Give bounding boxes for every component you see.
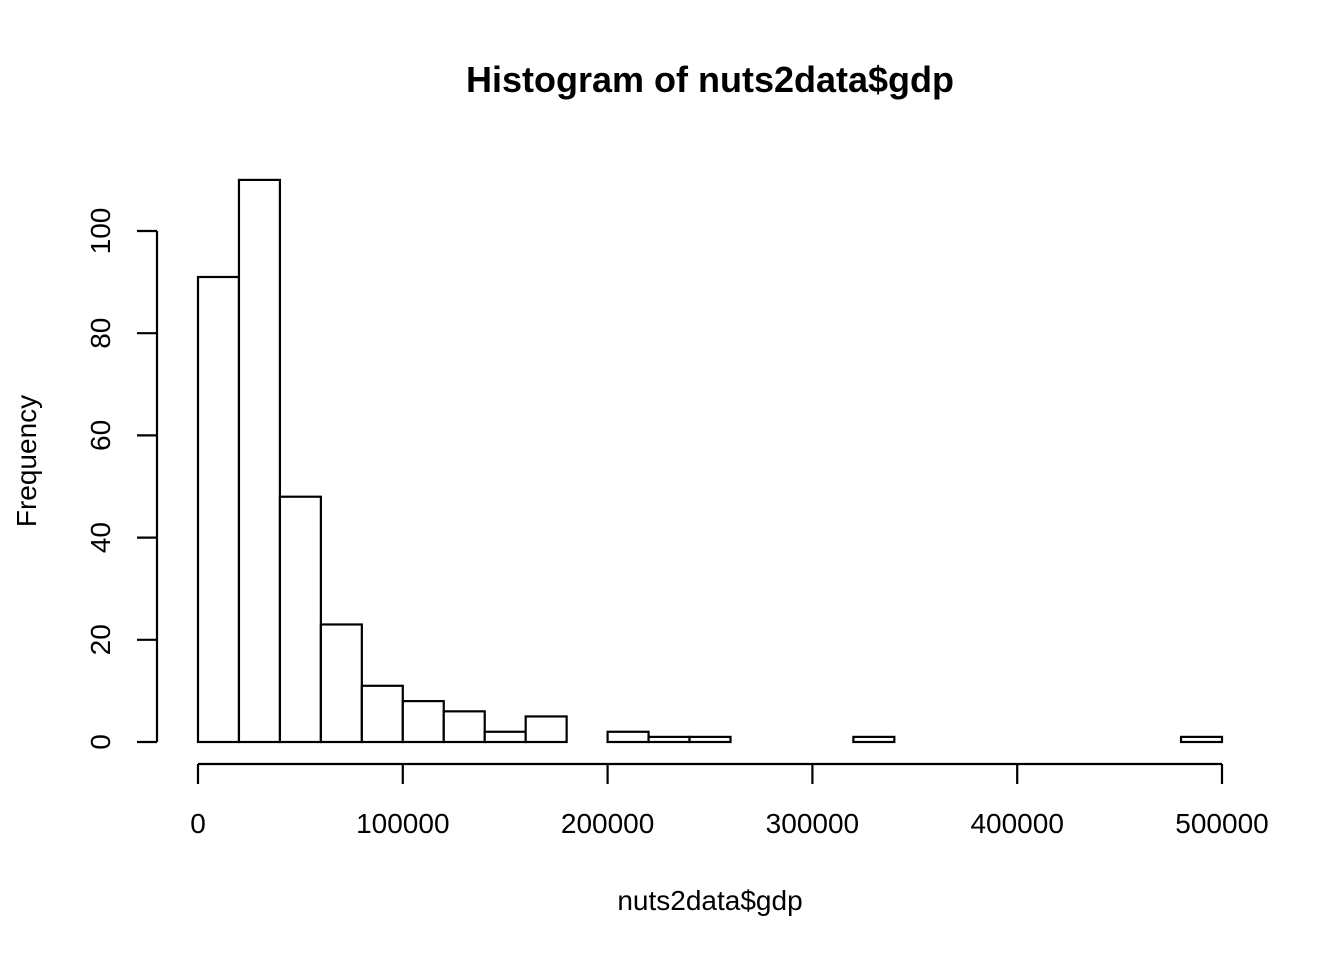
histogram-bar — [237, 178, 282, 744]
x-tick-label: 200000 — [561, 808, 654, 839]
y-tick-label: 80 — [85, 318, 116, 349]
bars-group — [196, 178, 1224, 744]
histogram-bar — [319, 623, 363, 744]
histogram-bar — [647, 735, 691, 744]
histogram-bar — [360, 684, 404, 744]
y-tick-label: 20 — [85, 624, 116, 655]
histogram-bar — [401, 700, 445, 744]
histogram-bar — [1179, 735, 1224, 744]
histogram-bar — [442, 710, 486, 744]
histogram-bar — [852, 735, 896, 744]
y-tick-label: 100 — [85, 208, 116, 255]
y-tick-label: 60 — [85, 420, 116, 451]
x-axis: 0 100000 200000 300000 400000 500000 — [190, 762, 1269, 839]
chart-title: Histogram of nuts2data$gdp — [466, 59, 954, 100]
x-tick-label: 0 — [190, 808, 206, 839]
y-axis-label: Frequency — [11, 395, 42, 527]
histogram-bar — [278, 495, 322, 744]
x-tick-label: 100000 — [356, 808, 449, 839]
x-tick-label: 300000 — [766, 808, 859, 839]
x-axis-label: nuts2data$gdp — [617, 885, 802, 916]
y-axis: 0 20 40 60 80 100 — [85, 208, 159, 750]
y-tick-label: 0 — [85, 734, 116, 750]
histogram-bar — [524, 715, 568, 744]
histogram-bar — [483, 730, 527, 744]
y-tick-label: 40 — [85, 522, 116, 553]
histogram-bar — [606, 730, 650, 744]
histogram-bar — [688, 735, 732, 744]
x-tick-label: 500000 — [1175, 808, 1268, 839]
histogram-bar — [196, 275, 241, 744]
x-tick-label: 400000 — [970, 808, 1063, 839]
